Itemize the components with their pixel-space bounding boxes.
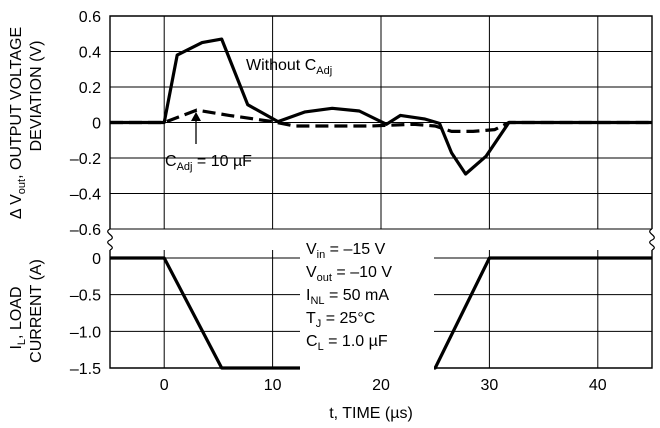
- bottom-y-tick-label: –1.0: [70, 324, 101, 341]
- condition-main: V: [306, 241, 317, 258]
- cadj-annotation-arrowhead: [191, 112, 201, 121]
- bottom-y-axis-label-line1: IL, LOAD: [8, 286, 28, 349]
- top-y-axis-label-line2: DEVIATION (V): [28, 41, 45, 152]
- top-y-tick-label: –0.4: [70, 187, 101, 204]
- condition-main: V: [306, 264, 317, 281]
- top-y-tick-label: –0.6: [70, 222, 101, 239]
- condition-line: TJ = 25°C: [306, 310, 375, 330]
- left-axis-break-mark: [107, 228, 113, 251]
- condition-rest: = –15 V: [325, 241, 385, 258]
- top-y-tick-label: 0: [92, 116, 101, 133]
- bottom-y-tick-label: –1.5: [70, 361, 101, 378]
- bottom-y-tick-label: 0: [92, 251, 101, 268]
- condition-line: INL = 50 mA: [306, 287, 389, 307]
- top-y-tick-label: –0.2: [70, 151, 101, 168]
- condition-line: Vout = –10 V: [306, 264, 392, 284]
- x-tick-label: 0: [160, 377, 169, 394]
- condition-rest: = –10 V: [332, 264, 392, 281]
- condition-rest: = 25°C: [321, 310, 375, 327]
- condition-main: C: [306, 333, 318, 350]
- condition-line: CL = 1.0 µF: [306, 333, 388, 353]
- without-cadj-label: Without CAdj: [246, 57, 332, 77]
- condition-main: T: [306, 310, 316, 327]
- bottom-y-axis-label-line2: CURRENT (A): [28, 259, 45, 363]
- condition-line: Vin = –15 V: [306, 241, 386, 261]
- cadj-10uf-label: CAdj = 10 µF: [165, 153, 252, 173]
- x-tick-label: 20: [372, 377, 390, 394]
- condition-sub: in: [317, 249, 326, 261]
- top-y-axis-label-line1: Δ Vout, OUTPUT VOLTAGE: [8, 27, 28, 219]
- condition-rest: = 50 mA: [325, 287, 390, 304]
- condition-sub: L: [318, 341, 324, 353]
- bottom-y-tick-label: –0.5: [70, 288, 101, 305]
- series-cadj-10uf: [110, 108, 652, 133]
- condition-sub: J: [316, 318, 322, 330]
- condition-sub: NL: [310, 295, 324, 307]
- top-y-tick-label: 0.2: [79, 80, 101, 97]
- x-tick-label: 10: [264, 377, 282, 394]
- condition-sub: out: [317, 272, 332, 284]
- x-tick-label: 30: [481, 377, 499, 394]
- series-without-cadj: [110, 37, 652, 176]
- top-y-tick-label: 0.6: [79, 9, 101, 26]
- right-axis-break-mark: [649, 228, 655, 251]
- x-tick-label: 40: [589, 377, 607, 394]
- condition-rest: = 1.0 µF: [324, 333, 388, 350]
- x-axis-label: t, TIME (µs): [329, 405, 413, 422]
- top-y-tick-label: 0.4: [79, 45, 101, 62]
- condition-main: I: [306, 287, 310, 304]
- conditions-background: [300, 238, 434, 372]
